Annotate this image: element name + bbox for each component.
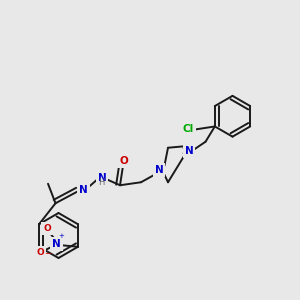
Text: Cl: Cl [182, 124, 194, 134]
Text: O: O [36, 248, 44, 257]
Text: H: H [98, 178, 105, 187]
Text: −: − [44, 249, 51, 258]
Text: N: N [52, 239, 61, 249]
Text: N: N [184, 146, 194, 156]
Text: N: N [154, 165, 164, 175]
Text: N: N [98, 173, 106, 183]
Text: N: N [79, 185, 88, 195]
Text: O: O [119, 156, 128, 166]
Text: +: + [58, 233, 64, 239]
Text: O: O [44, 224, 51, 233]
